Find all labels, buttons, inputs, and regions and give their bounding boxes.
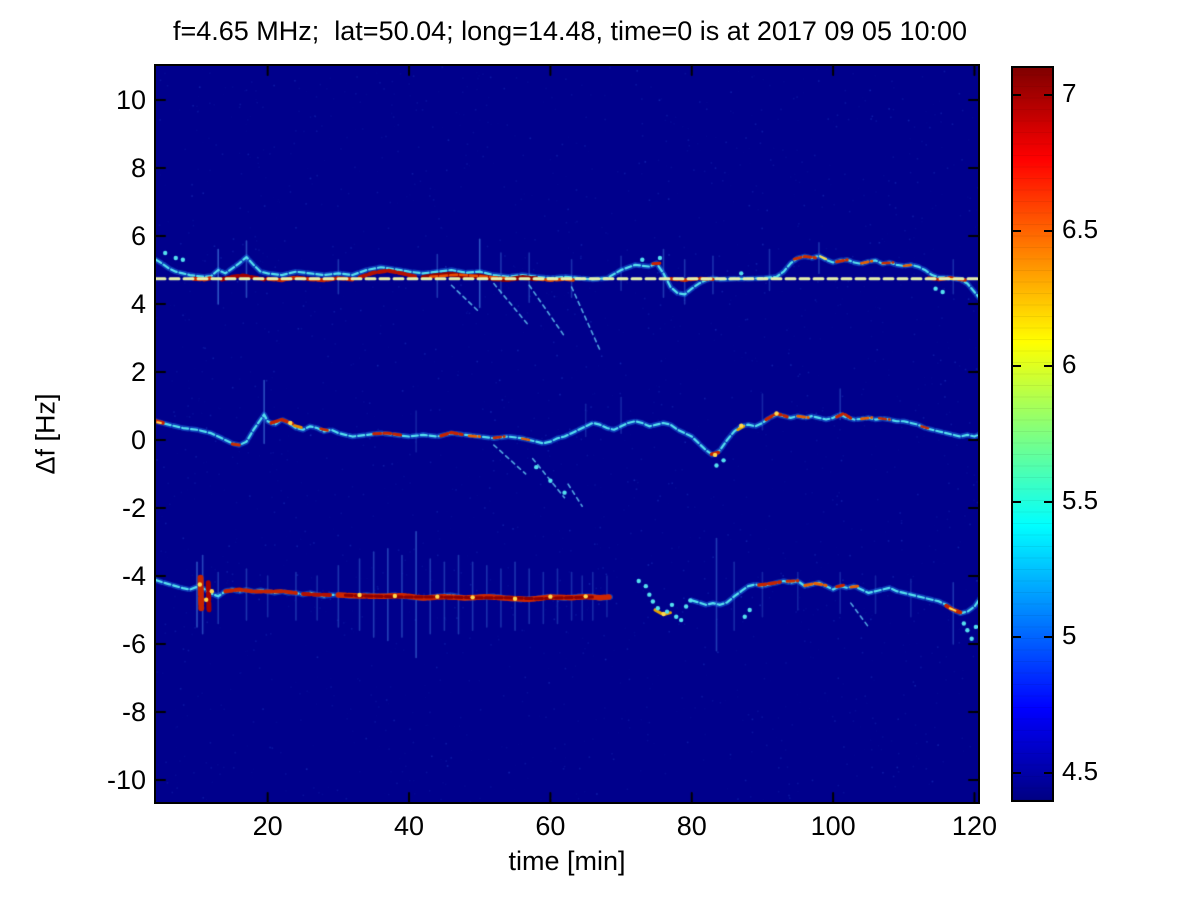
y-tick-label: -10	[106, 764, 146, 795]
colorbar-tick-mark	[1044, 94, 1052, 97]
colorbar-tick-label: 6	[1062, 349, 1077, 380]
x-tick-label: 120	[951, 811, 997, 841]
y-tick-label: -6	[121, 628, 146, 659]
plot-area	[154, 64, 980, 804]
colorbar-tick-mark	[1044, 636, 1052, 639]
x-tick-label: 20	[252, 811, 283, 841]
y-tick-label: 4	[130, 288, 146, 319]
colorbar-tick-mark	[1044, 500, 1052, 503]
colorbar	[1011, 66, 1054, 802]
colorbar-tick-mark	[1013, 365, 1021, 368]
y-tick-label: 6	[130, 220, 146, 251]
colorbar-tick-label: 5.5	[1062, 484, 1099, 515]
y-tick-label: -2	[121, 492, 146, 523]
colorbar-tick-label: 6.5	[1062, 213, 1099, 244]
colorbar-tick-mark	[1044, 771, 1052, 774]
x-tick-label: 60	[535, 811, 566, 841]
colorbar-banding	[1013, 68, 1052, 800]
colorbar-tick-mark	[1044, 365, 1052, 368]
x-tick-label: 100	[810, 811, 856, 841]
chart-title: f=4.65 MHz; lat=50.04; long=14.48, time=…	[172, 16, 968, 46]
colorbar-tick-label: 5	[1062, 620, 1077, 651]
x-tick-label: 80	[676, 811, 707, 841]
y-tick-label: 2	[130, 356, 146, 387]
y-tick-label: 8	[130, 152, 146, 183]
colorbar-tick-mark	[1013, 500, 1021, 503]
y-tick-label: 0	[130, 424, 146, 455]
x-axis-label: time [min]	[508, 846, 626, 876]
colorbar-tick-label: 7	[1062, 78, 1077, 109]
y-tick-label: 10	[115, 84, 146, 115]
colorbar-tick-mark	[1013, 636, 1021, 639]
colorbar-tick-mark	[1013, 229, 1021, 232]
x-tick-label: 40	[394, 811, 425, 841]
y-tick-label: -8	[121, 696, 146, 727]
colorbar-tick-mark	[1044, 229, 1052, 232]
colorbar-tick-mark	[1013, 94, 1021, 97]
y-tick-label: -4	[121, 560, 146, 591]
colorbar-tick-mark	[1013, 771, 1021, 774]
spectrogram-canvas	[156, 66, 978, 802]
colorbar-tick-label: 4.5	[1062, 755, 1099, 786]
